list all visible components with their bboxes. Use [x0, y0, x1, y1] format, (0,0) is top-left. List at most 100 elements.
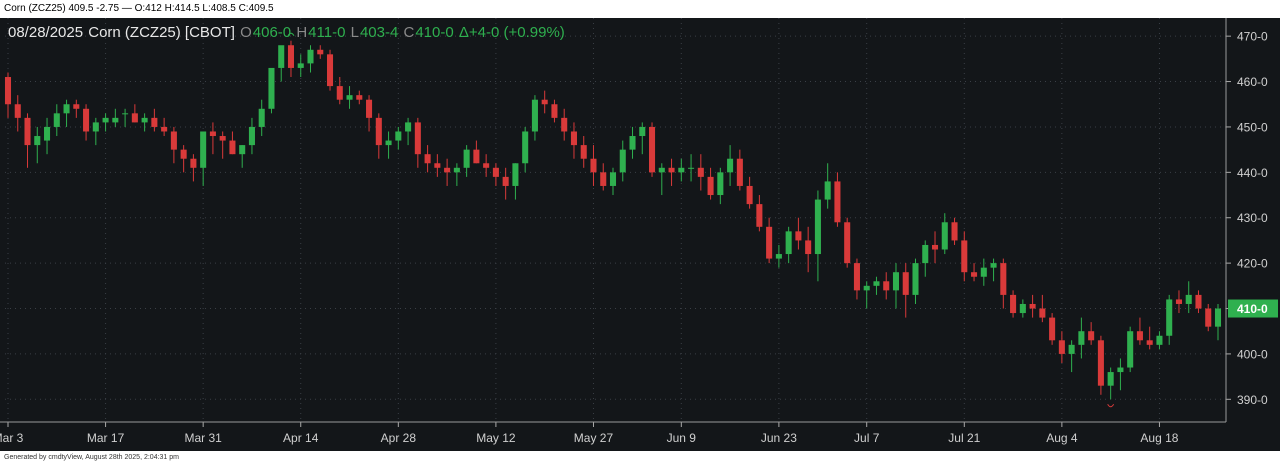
candle-body: [44, 126, 51, 141]
candle-body: [34, 136, 41, 146]
y-axis[interactable]: 390-0 400-0 410-0 420-0 430-0 440-0 450-0 460-0…: [1225, 18, 1278, 422]
candle-body: [395, 131, 402, 141]
candle-body: [961, 240, 968, 273]
legend-symbol: Corn (ZCZ25) [CBOT]: [88, 24, 235, 41]
candle-body: [922, 244, 929, 264]
candle-body: [531, 99, 538, 132]
candle-body: [102, 117, 109, 123]
candle-body: [297, 63, 304, 68]
candle-body: [863, 285, 870, 291]
legend-close-value: 410-0: [415, 24, 454, 41]
candle-body: [385, 140, 392, 146]
candle-body: [170, 131, 177, 150]
candle-body: [746, 185, 753, 205]
candle-body: [317, 49, 324, 55]
candle-body: [756, 204, 763, 227]
legend-open-value: 406-0: [252, 24, 292, 41]
candle-body: [346, 95, 353, 100]
candle-body: [463, 149, 470, 168]
candle-body: [73, 104, 80, 109]
candle-body: [951, 222, 958, 241]
y-tick-label: 460-0: [1237, 75, 1268, 89]
candle-body: [619, 149, 626, 173]
candle-body: [112, 117, 119, 123]
candle-body: [551, 104, 558, 118]
candle-body: [590, 158, 597, 173]
candle-body: [239, 145, 246, 155]
candle-body: [1175, 299, 1182, 304]
candle-body: [795, 231, 802, 241]
candle-body: [1146, 340, 1153, 345]
candle-body: [1136, 331, 1143, 341]
candle-body: [814, 199, 821, 255]
candle-body: [356, 95, 363, 100]
candle-body: [697, 167, 704, 177]
x-tick-label: Apr 14: [283, 431, 319, 445]
window-title: Corn (ZCZ25) 409.5 -2.75 — O:412 H:414.5…: [0, 0, 1280, 18]
candle-body: [4, 77, 12, 105]
candle-body: [912, 263, 919, 295]
y-tick-label: 390-0: [1237, 393, 1268, 407]
y-tick-label: 470-0: [1237, 30, 1268, 44]
candlestick-chart[interactable]: 390-0 400-0 410-0 420-0 430-0 440-0 450-0 460-0…: [0, 18, 1280, 451]
y-tick-label: 440-0: [1237, 166, 1268, 180]
candle-body: [678, 167, 685, 173]
x-axis[interactable]: Mar 3 Mar 17 Mar 31 Apr 14 Apr 28 May 12 May 2…: [0, 421, 1226, 445]
grid-lines: [5, 18, 1226, 422]
candle-body: [1166, 299, 1173, 336]
candle-body: [1000, 263, 1007, 295]
candle-body: [24, 117, 31, 146]
candle-body: [161, 126, 168, 132]
candle-body: [453, 167, 460, 173]
candle-body: [1195, 294, 1202, 309]
candle-body: [414, 122, 421, 155]
candle-body: [405, 122, 412, 132]
legend-close-key: C: [403, 24, 415, 41]
candle-body: [570, 131, 577, 146]
candle-body: [1097, 340, 1104, 386]
candle-body: [307, 49, 314, 64]
candle-body: [707, 176, 714, 196]
candle-body: [853, 263, 860, 291]
candle-body: [931, 244, 939, 250]
candle-body: [649, 126, 656, 173]
candle-body: [609, 172, 617, 186]
candle-body: [980, 267, 987, 277]
candle-body: [434, 163, 441, 168]
x-tick-label: Mar 3: [0, 431, 24, 445]
last-price-label: 410-0: [1237, 302, 1268, 316]
candle-body: [483, 163, 490, 168]
candle-body: [775, 254, 782, 259]
extreme-markers: [287, 32, 1115, 408]
candle-body: [629, 136, 636, 150]
candle-body: [1068, 344, 1075, 354]
candle-body: [219, 136, 226, 141]
y-tick-label: 420-0: [1237, 257, 1268, 271]
candle-body: [1214, 308, 1222, 327]
candle-body: [727, 158, 734, 173]
candle-body: [805, 240, 812, 255]
candle-body: [248, 126, 255, 146]
candle-body: [151, 117, 158, 127]
candle-body: [971, 272, 978, 277]
candle-body: [834, 181, 841, 223]
candle-body: [53, 113, 60, 127]
candle-body: [366, 99, 373, 118]
candle-body: [180, 149, 187, 159]
candle-body: [541, 99, 548, 105]
candle-body: [1078, 331, 1085, 345]
candle-body: [14, 104, 21, 118]
candle-body: [1058, 340, 1065, 354]
candle-body: [883, 281, 890, 291]
candle-body: [1039, 308, 1046, 318]
candle-body: [492, 167, 499, 177]
chart-area[interactable]: 390-0 400-0 410-0 420-0 430-0 440-0 450-0 460-0…: [0, 18, 1280, 451]
candle-body: [1117, 367, 1124, 373]
candle-body: [512, 163, 519, 186]
candle-body: [63, 104, 70, 114]
candle-body: [639, 126, 646, 137]
candle-body: [268, 67, 275, 109]
low-marker: [1107, 404, 1115, 408]
candles: [4, 40, 1222, 400]
candle-body: [444, 167, 451, 173]
